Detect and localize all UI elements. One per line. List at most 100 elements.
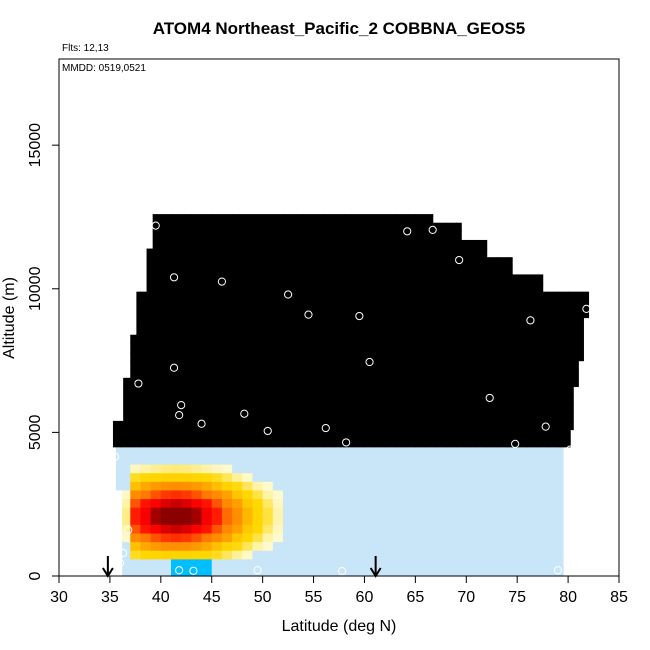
heatmap-cell-1107 <box>486 360 498 370</box>
heatmap-cell-46 <box>140 558 152 568</box>
heatmap-cell-70 <box>384 558 396 568</box>
heatmap-cell-1521 <box>191 274 203 284</box>
heatmap-cell-1145 <box>425 351 437 362</box>
heatmap-cell-485 <box>116 472 121 482</box>
heatmap-cell-1069 <box>547 369 559 379</box>
heatmap-cell-1562 <box>201 265 213 276</box>
heatmap-cell-54 <box>221 558 233 568</box>
heatmap-cell-407 <box>232 489 243 500</box>
heatmap-cell-769 <box>232 420 243 431</box>
heatmap-cell-1720 <box>384 231 396 241</box>
heatmap-cell-738 <box>384 429 396 439</box>
heatmap-cell-867 <box>313 403 325 413</box>
heatmap-cell-625 <box>160 446 172 456</box>
heatmap-cell-1527 <box>252 274 264 284</box>
heatmap-cell-168 <box>486 541 498 551</box>
heatmap-cell-196 <box>323 532 335 543</box>
heatmap-cell-901 <box>201 395 213 405</box>
heatmap-cell-1347 <box>191 308 203 319</box>
heatmap-cell-358 <box>181 498 192 508</box>
heatmap-cell-1635 <box>191 248 203 258</box>
heatmap-cell-486 <box>120 472 131 482</box>
heatmap-cell-1171 <box>232 343 243 353</box>
heatmap-cell-705 <box>517 438 528 448</box>
heatmap-cell-1420 <box>476 300 488 310</box>
heatmap-cell-1270 <box>323 326 335 336</box>
heatmap-cell-1393 <box>201 300 213 310</box>
heatmap-cell-1590 <box>486 265 498 276</box>
heatmap-cell-975 <box>496 386 508 396</box>
heatmap-cell-850 <box>140 403 152 413</box>
heatmap-cell-369 <box>293 498 304 508</box>
heatmap-cell-1311 <box>283 317 294 327</box>
heatmap-cell-1268 <box>303 326 315 336</box>
heatmap-cell-464 <box>354 481 366 491</box>
heatmap-cell-40 <box>527 567 539 577</box>
heatmap-cell-115 <box>395 550 406 560</box>
heatmap-cell-461 <box>323 481 335 491</box>
heatmap-cell-564 <box>456 463 467 474</box>
heatmap-cell-576 <box>120 455 131 465</box>
heatmap-cell-1342 <box>140 308 152 319</box>
heatmap-cell-946 <box>201 386 213 396</box>
heatmap-cell-50 <box>181 558 192 568</box>
heatmap-cell-1631 <box>150 248 162 258</box>
heatmap-cell-374 <box>344 498 355 508</box>
heatmap-cell-743 <box>435 429 447 439</box>
heatmap-cell-1298 <box>150 317 162 327</box>
heatmap-cell-20 <box>323 567 335 577</box>
heatmap-cell-257 <box>496 524 508 534</box>
heatmap-cell-1512 <box>507 283 518 293</box>
heatmap-cell-1382 <box>547 308 559 319</box>
heatmap-cell-755 <box>557 429 569 439</box>
heatmap-cell-1550 <box>486 274 498 284</box>
heatmap-cell-1551 <box>496 274 508 284</box>
heatmap-cell-990 <box>191 377 203 388</box>
heatmap-cell-550 <box>313 463 325 474</box>
heatmap-cell-1734 <box>211 222 223 232</box>
heatmap-cell-925 <box>445 395 457 405</box>
heatmap-cell-1352 <box>242 308 254 319</box>
heatmap-cell-1502 <box>405 283 416 293</box>
heatmap-cell-671 <box>171 438 182 448</box>
heatmap-cell-1356 <box>283 308 294 319</box>
heatmap-cell-495 <box>211 472 223 482</box>
heatmap-cell-1372 <box>445 308 457 319</box>
heatmap-cell-1378 <box>507 308 518 319</box>
heatmap-cell-1751 <box>384 222 396 232</box>
heatmap-cell-809 <box>181 412 192 422</box>
heatmap-cell-1686 <box>374 239 386 250</box>
heatmap-cell-1786 <box>425 214 434 224</box>
heatmap-cell-648 <box>395 446 406 456</box>
heatmap-cell-137 <box>171 541 182 551</box>
heatmap-cell-24 <box>364 567 376 577</box>
heatmap-cell-35 <box>476 567 488 577</box>
heatmap-cell-848 <box>123 403 131 413</box>
heatmap-cell-567 <box>486 463 498 474</box>
heatmap-cell-1693 <box>445 239 457 250</box>
heatmap-cell-800 <box>547 420 559 431</box>
heatmap-cell-314 <box>181 507 192 517</box>
heatmap-cell-746 <box>466 429 478 439</box>
heatmap-cell-1659 <box>435 248 447 258</box>
heatmap-cell-1321 <box>384 317 396 327</box>
flight-point-7 <box>304 310 313 319</box>
heatmap-cell-396 <box>122 489 131 500</box>
heatmap-cell-180 <box>160 532 172 543</box>
heatmap-cell-929 <box>486 395 498 405</box>
heatmap-cell-1736 <box>232 222 243 232</box>
heatmap-cell-1064 <box>496 369 508 379</box>
heatmap-cell-332 <box>364 507 376 517</box>
heatmap-cell-788 <box>425 420 437 431</box>
heatmap-cell-745 <box>456 429 467 439</box>
heatmap-cell-855 <box>191 403 203 413</box>
heatmap-cell-1696 <box>476 239 488 250</box>
heatmap-cell-1486 <box>242 283 254 293</box>
heatmap-cell-258 <box>507 524 518 534</box>
heatmap-cell-1620 <box>415 257 427 267</box>
heatmap-cell-664 <box>557 446 564 456</box>
heatmap-cell-223 <box>150 524 162 534</box>
heatmap-cell-996 <box>252 377 264 388</box>
heatmap-cell-1346 <box>181 308 192 319</box>
heatmap-cell-1041 <box>262 369 274 379</box>
